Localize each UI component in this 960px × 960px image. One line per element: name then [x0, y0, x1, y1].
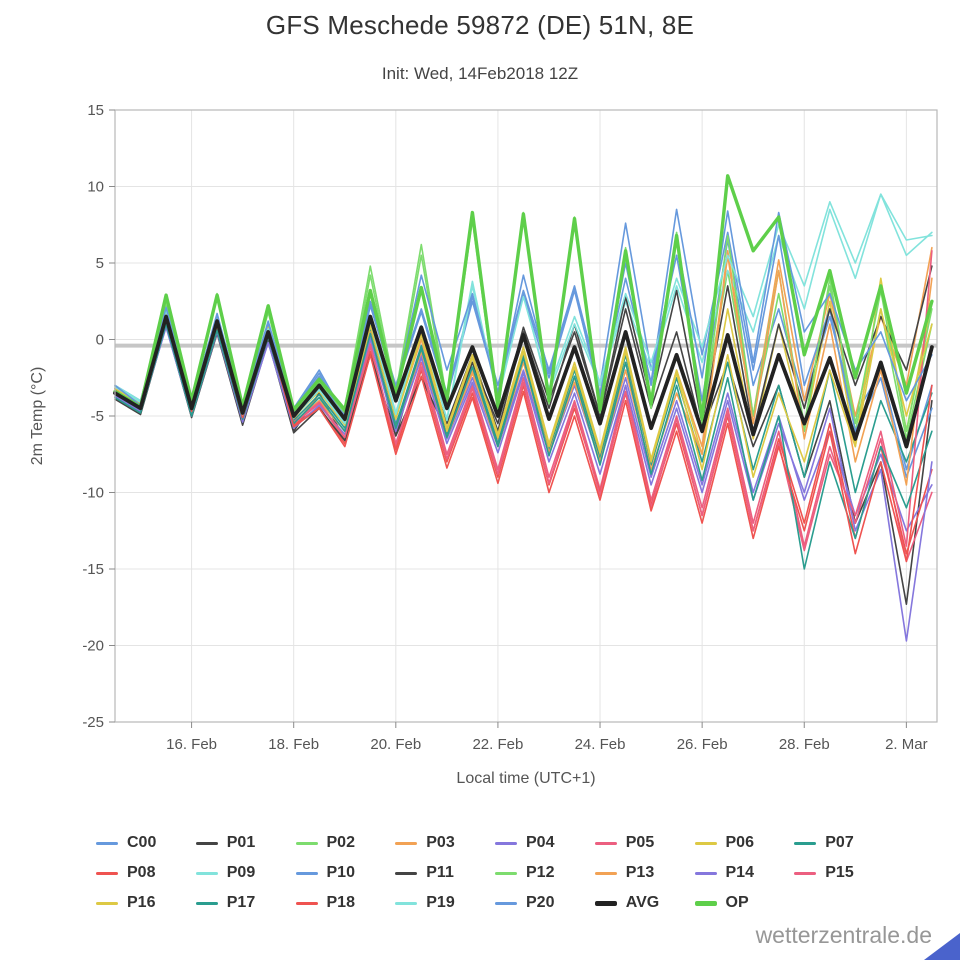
y-tick-label: -20 [82, 638, 104, 655]
x-tick-label: 18. Feb [268, 736, 319, 753]
legend-label-P14: P14 [725, 864, 754, 881]
legend-swatch-P19 [395, 901, 418, 905]
legend-item-P08: P08 [96, 864, 190, 882]
legend-swatch-P03 [395, 841, 418, 845]
legend-swatch-P20 [495, 901, 517, 905]
legend-swatch-P02 [295, 841, 318, 845]
legend-item-P20: P20 [495, 894, 589, 912]
legend-item-P05: P05 [594, 834, 689, 852]
legend-label-P15: P15 [825, 864, 854, 881]
x-tick-label: 24. Feb [575, 736, 626, 753]
legend-label-P06: P06 [725, 834, 754, 851]
legend-item-P12: P12 [495, 864, 589, 882]
legend-item-P15: P15 [794, 864, 888, 882]
series-line-P14 [114, 326, 933, 642]
y-tick-label: -10 [82, 485, 104, 502]
legend-swatch-P05 [594, 841, 617, 845]
x-tick-label: 2. Mar [885, 736, 928, 753]
legend-swatch-P08 [96, 871, 118, 875]
chart-legend: C00 P01 P02 P03 P04 P05 P06 P07 P08 P09 P10 P11 P12 P… [96, 834, 888, 912]
legend-item-P11: P11 [395, 864, 489, 882]
legend-swatch-P16 [96, 901, 118, 905]
legend-swatch-P06 [694, 841, 717, 845]
legend-label-P16: P16 [127, 894, 156, 911]
y-tick-label: 0 [96, 332, 104, 349]
x-tick-label: 16. Feb [166, 736, 217, 753]
page-title: GFS Meschede 59872 (DE) 51N, 8E [265, 10, 695, 40]
legend-label-P09: P09 [226, 864, 256, 881]
legend-label-P10: P10 [326, 864, 355, 881]
legend-label-P05: P05 [625, 834, 655, 851]
legend-label-OP: OP [725, 894, 749, 911]
legend-label-P01: P01 [226, 834, 256, 851]
legend-swatch-P13 [594, 871, 617, 875]
x-axis-label: Local time (UTC+1) [456, 770, 596, 787]
corner-logo-triangle-icon [924, 933, 960, 960]
y-tick-label: 10 [87, 179, 104, 196]
y-tick-label: 5 [96, 255, 104, 272]
legend-swatch-P11 [395, 871, 418, 875]
ensemble-temperature-chart: -25 -20 -15 -10 -5 0 5 10 15 16. Feb 18. Feb 20. Fe… [82, 102, 938, 753]
x-tick-label: 28. Feb [779, 736, 830, 753]
y-tick-label: -5 [91, 408, 104, 425]
legend-item-P04: P04 [495, 834, 589, 852]
legend-swatch-AVG [594, 900, 617, 906]
legend-item-P06: P06 [694, 834, 789, 852]
legend-item-P07: P07 [794, 834, 888, 852]
legend-swatch-P17 [195, 901, 218, 905]
legend-label-AVG: AVG [625, 894, 660, 911]
legend-label-P19: P19 [426, 894, 455, 911]
x-tick-label: 26. Feb [677, 736, 728, 753]
y-tick-label: -15 [82, 561, 104, 578]
legend-item-C00: C00 [96, 834, 190, 852]
legend-item-P13: P13 [594, 864, 689, 882]
legend-item-P02: P02 [295, 834, 390, 852]
x-tick-label: 20. Feb [370, 736, 421, 753]
watermark-link[interactable]: wetterzentrale.de [755, 922, 932, 948]
legend-label-P18: P18 [326, 894, 355, 911]
legend-swatch-P18 [295, 901, 318, 905]
y-tick-label: 15 [87, 102, 104, 119]
legend-swatch-C00 [96, 841, 118, 845]
legend-swatch-P09 [195, 871, 218, 875]
legend-swatch-P10 [295, 871, 318, 875]
legend-swatch-P01 [195, 841, 218, 845]
legend-item-P14: P14 [694, 864, 789, 882]
legend-swatch-P04 [495, 841, 517, 845]
legend-swatch-P14 [694, 871, 717, 875]
legend-label-P03: P03 [426, 834, 455, 851]
legend-item-OP: OP [694, 894, 789, 912]
legend-item-P18: P18 [295, 894, 390, 912]
legend-swatch-OP [694, 900, 717, 906]
legend-label-P11: P11 [426, 864, 454, 881]
legend-label-P13: P13 [625, 864, 655, 881]
legend-label-P07: P07 [825, 834, 854, 851]
legend-item-P03: P03 [395, 834, 489, 852]
legend-item-P19: P19 [395, 894, 489, 912]
legend-item-P01: P01 [195, 834, 290, 852]
legend-label-P04: P04 [526, 834, 555, 851]
legend-swatch-P12 [495, 871, 517, 875]
legend-item-P10: P10 [295, 864, 390, 882]
legend-swatch-P07 [794, 841, 817, 845]
legend-label-C00: C00 [127, 834, 157, 851]
legend-item-P16: P16 [96, 894, 190, 912]
legend-label-P02: P02 [326, 834, 355, 851]
legend-label-P12: P12 [526, 864, 555, 881]
y-tick-label: -25 [82, 714, 104, 731]
y-axis-label: 2m Temp (°C) [29, 366, 46, 466]
x-tick-label: 22. Feb [472, 736, 523, 753]
legend-label-P08: P08 [127, 864, 156, 881]
legend-item-P09: P09 [195, 864, 290, 882]
legend-item-P17: P17 [195, 894, 290, 912]
series-line-AVG [113, 314, 934, 449]
chart-subtitle-init: Init: Wed, 14Feb2018 12Z [381, 64, 579, 83]
series-line-OP [113, 174, 934, 421]
legend-item-AVG: AVG [594, 894, 689, 912]
legend-label-P20: P20 [526, 894, 555, 911]
legend-label-P17: P17 [226, 894, 256, 911]
legend-swatch-P15 [794, 871, 817, 875]
